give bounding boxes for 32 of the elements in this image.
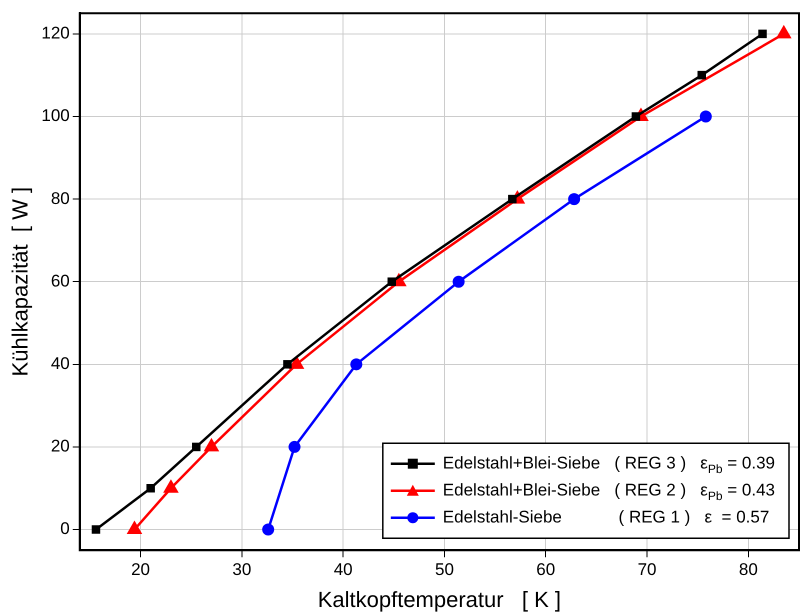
point <box>700 110 712 122</box>
legend-label: Edelstahl-Siebe ( REG 1 ) ε = 0.57 <box>442 507 770 526</box>
x-tick-label: 60 <box>536 560 556 580</box>
point <box>508 194 517 204</box>
point <box>192 442 201 452</box>
x-tick-label: 40 <box>334 560 353 580</box>
x-tick-label: 70 <box>638 560 657 580</box>
y-tick-label: 60 <box>50 271 70 290</box>
point <box>92 525 100 534</box>
point <box>350 358 362 370</box>
point <box>146 484 155 492</box>
y-tick-label: 80 <box>50 188 70 208</box>
x-tick-label: 50 <box>434 560 454 580</box>
point <box>288 440 301 453</box>
point <box>452 276 465 288</box>
point <box>283 360 292 369</box>
y-tick-label: 120 <box>41 24 70 43</box>
y-tick-label: 0 <box>60 519 70 538</box>
point <box>262 524 274 536</box>
x-tick-label: 20 <box>131 560 150 580</box>
point <box>698 70 706 80</box>
point <box>388 277 396 286</box>
point <box>758 30 767 38</box>
point <box>632 112 640 121</box>
y-tick-label: 40 <box>50 354 70 374</box>
y-tick-label: 100 <box>41 106 70 126</box>
x-tick-label: 30 <box>232 560 252 580</box>
x-axis-title: Kaltkopftemperatur [ K ] <box>318 586 562 612</box>
point <box>568 193 580 206</box>
y-axis-title: Kühlkapazität [ W ] <box>7 186 32 376</box>
y-tick-label: 20 <box>50 436 70 456</box>
x-tick-label: 80 <box>738 560 758 580</box>
